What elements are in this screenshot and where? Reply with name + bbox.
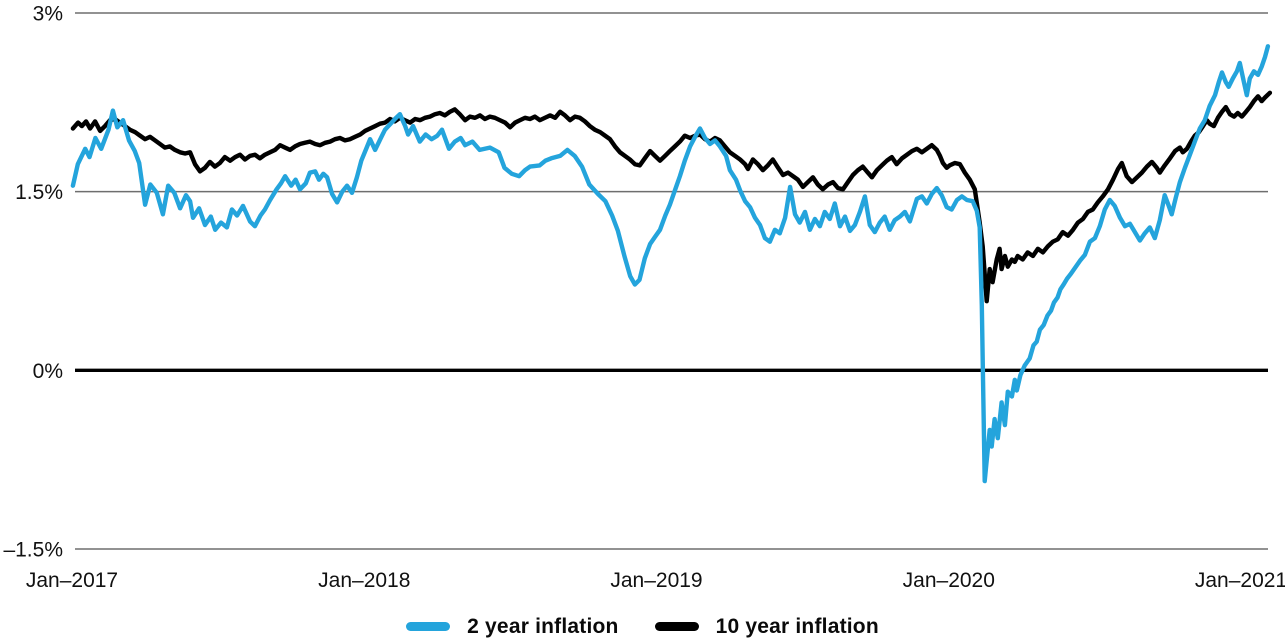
x-axis-tick-label: Jan–2019 [610,569,702,592]
legend-item-2-year-inflation: 2 year inflation [406,615,618,639]
x-axis-tick-label: Jan–2017 [26,569,118,592]
series-line-2-year-inflation [70,44,1271,484]
y-axis-tick-label: 3% [33,3,63,26]
series-line-10-year-inflation [70,90,1273,304]
x-axis-tick-label: Jan–2020 [903,569,995,592]
x-axis-tick-label: Jan–2021 [1195,569,1285,592]
x-axis-tick-label: Jan–2018 [318,569,410,592]
chart-legend: 2 year inflation 10 year inflation [0,610,1285,643]
10-year-inflation-swatch-icon [654,622,699,631]
y-axis-tick-label: 1.5% [15,181,63,204]
2-year-inflation-swatch-icon [406,622,451,631]
legend-label-10-year-inflation: 10 year inflation [715,614,879,638]
y-axis-tick-label: –1.5% [3,539,63,562]
y-axis-tick-label: 0% [33,360,63,383]
legend-item-10-year-inflation: 10 year inflation [654,614,879,639]
legend-label-2-year-inflation: 2 year inflation [467,614,619,638]
